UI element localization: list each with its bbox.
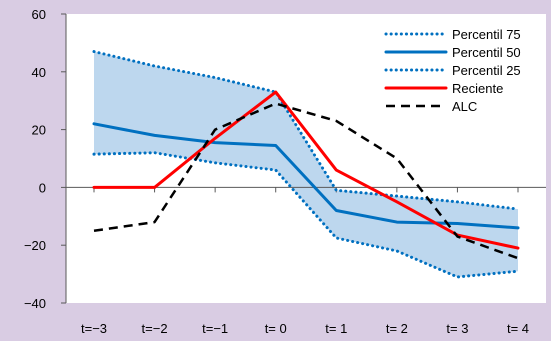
- legend-label: Percentil 75: [452, 27, 521, 42]
- x-tick-label: t=−2: [142, 321, 168, 336]
- x-tick-label: t=−3: [81, 321, 107, 336]
- x-tick-label: t= 3: [446, 321, 468, 336]
- series-line-1: [92, 50, 520, 211]
- y-tick-label: 0: [39, 180, 46, 195]
- y-tick-label: −40: [24, 296, 46, 311]
- y-tick-label: 40: [32, 65, 46, 80]
- legend-label: Reciente: [452, 81, 503, 96]
- y-tick-label: 20: [32, 123, 46, 138]
- series-line-3: [92, 151, 520, 279]
- x-tick-label: t= 1: [325, 321, 347, 336]
- legend-label: ALC: [452, 99, 477, 114]
- x-tick-label: t= 4: [507, 321, 529, 336]
- y-tick-label: 60: [32, 7, 46, 22]
- legend-label: Percentil 25: [452, 63, 521, 78]
- percentile-band-area: [94, 51, 518, 277]
- y-tick-label: −20: [24, 238, 46, 253]
- legend-label: Percentil 50: [452, 45, 521, 60]
- x-tick-label: t= 2: [386, 321, 408, 336]
- legend: Percentil 75 Percentil 50 Percentil 25 Reci…: [384, 27, 521, 114]
- series-lines: [92, 50, 520, 279]
- x-tick-label: t=−1: [202, 321, 228, 336]
- percentile-band: [94, 51, 518, 277]
- axes: 60 40 20 0 −20 −40 t=−3 t=−2 t=−1 t= 0 t= 1 t= 2 t= …: [24, 7, 546, 336]
- x-tick-label: t= 0: [265, 321, 287, 336]
- series-line-4: [92, 90, 520, 250]
- series-line-5: [93, 102, 519, 260]
